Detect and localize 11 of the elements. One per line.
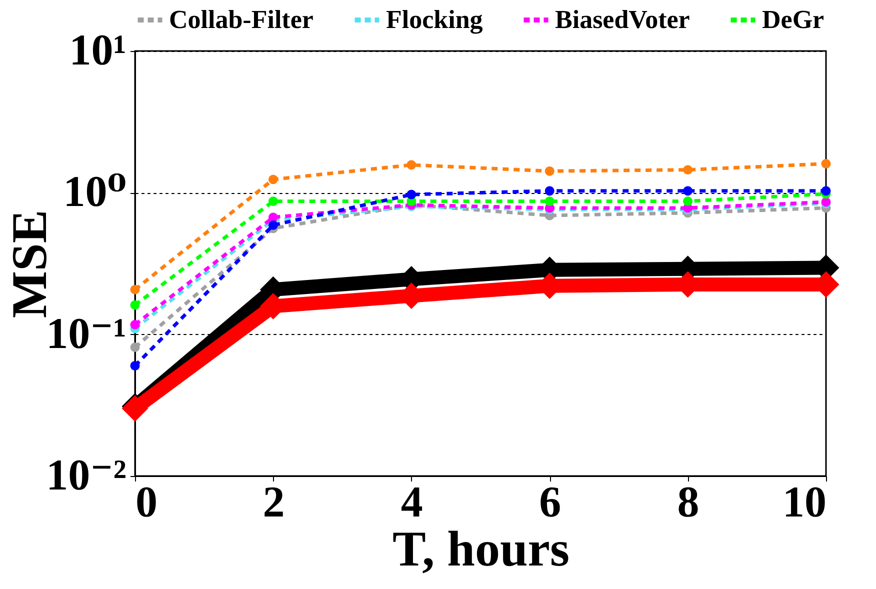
x-tick-label: 2 <box>262 478 285 526</box>
y-tick-label: 10⁰ <box>63 167 126 216</box>
x-tick-label: 0 <box>136 478 158 526</box>
x-tick-label: 8 <box>677 478 700 526</box>
legend-label: Collab-Filter <box>169 5 314 34</box>
y-tick-label: 10¹ <box>69 26 126 74</box>
legend-label: BiasedVoter <box>555 5 690 34</box>
y-tick-label: 10⁻² <box>46 450 126 500</box>
x-tick-label: 10 <box>782 478 826 526</box>
legend-label: DeGr <box>762 5 824 34</box>
legend-label: Flocking <box>386 5 483 34</box>
